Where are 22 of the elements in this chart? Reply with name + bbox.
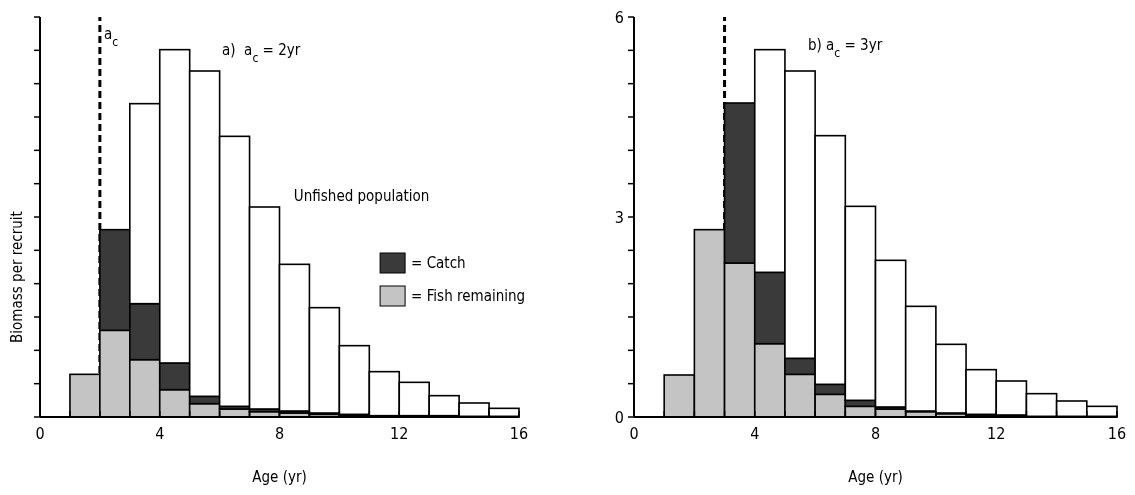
- x-tick-label: 12: [390, 424, 409, 443]
- x-tick-label: 12: [987, 424, 1006, 443]
- x-tick-label: 8: [870, 424, 881, 443]
- x-tick-label: 0: [629, 424, 639, 443]
- y-tick-label: 6: [614, 7, 624, 27]
- x-tick-label: 8: [274, 424, 285, 443]
- y-tick-label: 3: [614, 207, 624, 227]
- x-tick-label: 16: [509, 424, 529, 443]
- text: a) a$_{c}$ = 2yr: [222, 41, 301, 65]
- x-tick-label: 4: [750, 424, 760, 443]
- legend-label: = Catch: [411, 254, 466, 272]
- legend-label: = Fish remaining: [411, 287, 526, 305]
- series-label: Unfished population: [293, 187, 430, 205]
- x-tick-label: 16: [1107, 424, 1127, 443]
- y-tick-label: 0: [614, 407, 624, 427]
- x-tick-label: 4: [155, 424, 165, 443]
- x-axis-title: Age (yr): [848, 468, 903, 486]
- x-axis-title: Age (yr): [252, 468, 307, 486]
- y-axis-title: Biomass per recruit: [8, 211, 26, 343]
- ref-line-label: a$_{c}$: [103, 25, 119, 49]
- text: b) a$_{c}$ = 3yr: [807, 36, 883, 60]
- x-tick-label: 0: [35, 424, 45, 443]
